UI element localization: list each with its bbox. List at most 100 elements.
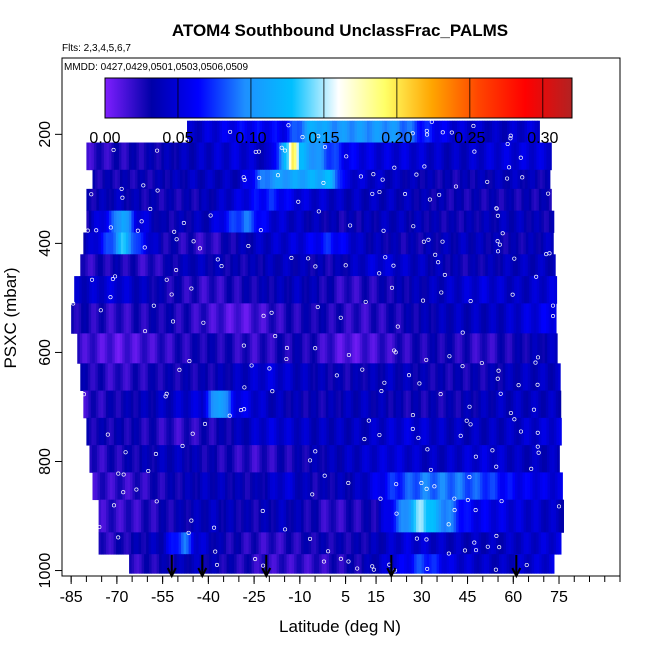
heatmap-cell [504,445,508,473]
heatmap-cell [532,120,535,143]
heatmap-cell [406,417,410,446]
heatmap-cell [500,363,504,392]
heatmap-cell [141,445,145,473]
heatmap-cell [93,303,97,334]
heatmap-cell [504,554,507,574]
heatmap-cell [488,303,492,334]
heatmap-cell [90,363,94,392]
heatmap-cell [234,554,237,574]
heatmap-cell [502,169,506,190]
heatmap-cell [188,417,192,446]
heatmap-cell [288,232,292,255]
heatmap-cell [526,499,529,533]
heatmap-cell [436,499,439,533]
heatmap-cell [186,554,190,574]
heatmap-cell [311,554,315,574]
heatmap-cell [386,499,389,533]
heatmap-cell [305,232,309,255]
sample-point [116,535,121,540]
heatmap-cell [333,417,337,446]
heatmap-cell [215,363,219,392]
heatmap-cell [144,445,148,473]
heatmap-cell [521,142,525,171]
heatmap-cell [496,303,500,334]
heatmap-cell [351,445,355,473]
heatmap-cell [541,532,544,555]
heatmap-cell [92,472,96,501]
heatmap-cell [351,188,355,212]
heatmap-cell [472,254,476,277]
heatmap-cell [82,363,86,392]
heatmap-cell [228,532,232,555]
heatmap-cell [238,188,242,212]
heatmap-cell [223,210,227,233]
heatmap-cell [301,303,305,334]
heatmap-cell [473,303,477,334]
heatmap-cell [331,142,335,171]
heatmap-cell [207,169,211,190]
heatmap-cell [316,445,320,473]
heatmap-cell [241,499,244,533]
sample-point [499,499,504,504]
heatmap-cell [216,142,220,171]
heatmap-cell [214,276,218,304]
sample-point [227,413,232,418]
heatmap-cell [82,254,86,277]
heatmap-cell [366,532,369,555]
heatmap-cell [442,472,446,501]
heatmap-cell [333,303,337,334]
heatmap-cell [389,472,393,501]
heatmap-cell [201,188,205,212]
heatmap-cell [478,499,482,533]
sample-point [498,391,503,396]
heatmap-cell [191,554,195,574]
heatmap-cell [551,417,555,446]
heatmap-cell [507,472,511,501]
heatmap-cell [162,254,166,277]
heatmap-cell [180,363,184,392]
heatmap-cell [381,417,385,446]
heatmap-cell [86,188,90,212]
heatmap-cell [413,390,417,419]
heatmap-cell [453,499,457,533]
heatmap-cell [209,276,213,304]
heatmap-cell [150,232,154,255]
sample-point [346,559,351,564]
heatmap-cell [506,303,510,334]
heatmap-cell [291,532,294,555]
heatmap-cell [195,363,199,392]
heatmap-cell [362,120,365,143]
heatmap-cell [219,120,223,143]
heatmap-cell [111,142,115,171]
heatmap-cell [220,254,224,277]
heatmap-cell [531,499,534,533]
sample-point [253,149,258,154]
heatmap-cell [471,276,475,304]
heatmap-cell [323,417,327,446]
heatmap-cell [359,120,363,143]
heatmap-cell [272,333,276,364]
heatmap-cell [447,472,451,501]
heatmap-cell [310,254,314,277]
heatmap-cell [423,390,427,419]
heatmap-cell [248,142,252,171]
heatmap-cell [318,532,322,555]
heatmap-cell [206,188,210,212]
heatmap-cell [284,472,288,501]
heatmap-cell [309,333,313,364]
sample-point [358,174,363,179]
heatmap-cell [353,210,357,233]
heatmap-cell [88,417,92,446]
heatmap-cell [129,472,133,501]
heatmap-cell [548,390,552,419]
heatmap-cell [243,417,247,446]
heatmap-cell [221,142,225,171]
heatmap-cell [153,499,157,533]
heatmap-cell [273,142,277,171]
heatmap-cell [202,254,206,277]
heatmap-cell [337,169,341,190]
heatmap-cell [548,303,552,334]
heatmap-cell [531,417,535,446]
heatmap-cell [478,532,482,555]
heatmap-cell [311,445,315,473]
